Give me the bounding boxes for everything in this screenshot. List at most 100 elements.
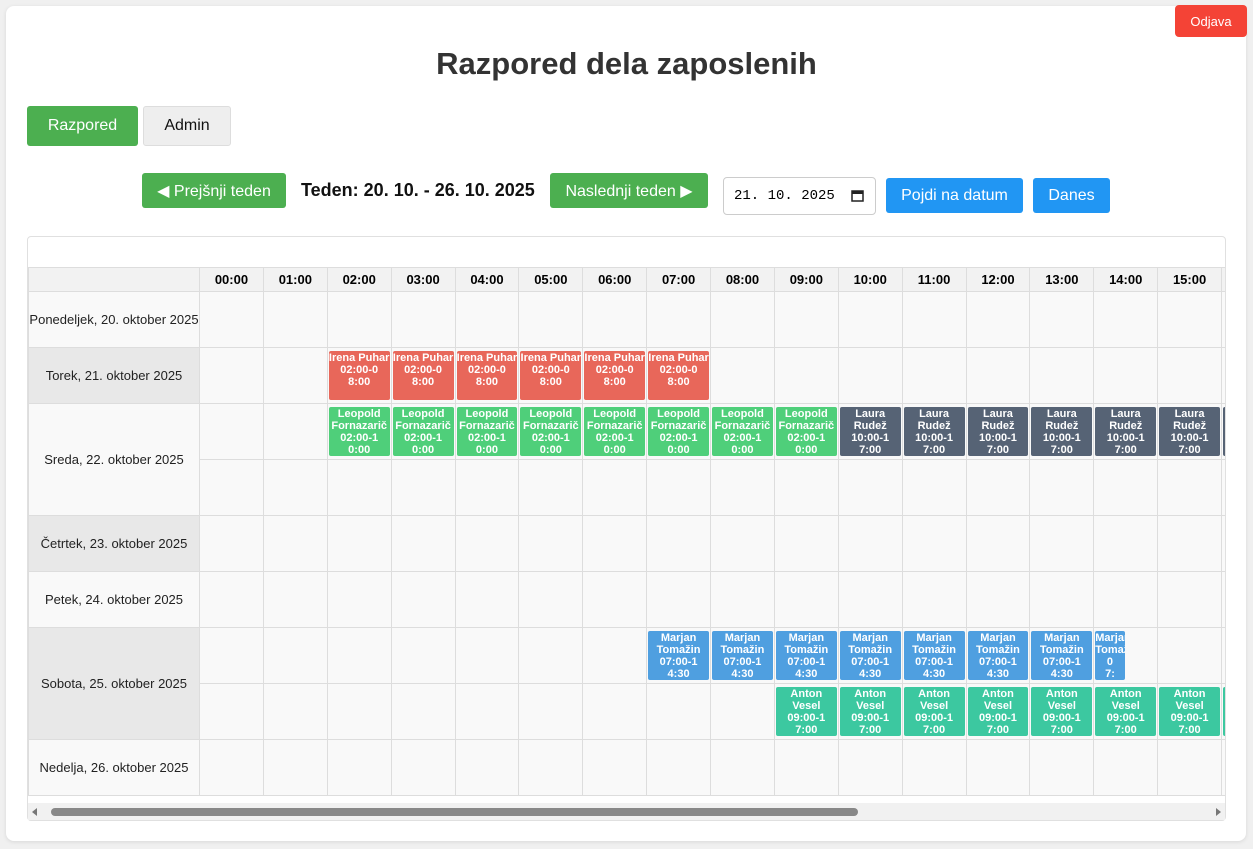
date-input[interactable]: 21. 10. 2025 [723,177,876,215]
shift-time: 02:00-08:00 [340,364,379,388]
logout-button[interactable]: Odjava [1175,5,1247,37]
hour-cell [582,459,648,516]
hour-cell [262,571,328,628]
hour-header: 09:00 [773,267,839,292]
hour-cell [710,347,775,404]
hour-header: 03:00 [390,267,456,292]
hour-cell [1093,347,1159,404]
shift-block[interactable]: Irena Puhar 02:00-08:00 [456,351,518,400]
shift-time: 02:00-10:00 [659,432,698,456]
shift-time: 10:00-17:00 [978,432,1017,456]
shift-time: 07:00-14:30 [1105,656,1115,680]
shift-block[interactable]: Leopold Fornazarič 02:00-10:00 [584,407,646,456]
corner-cell [28,267,200,292]
hour-header: 06:00 [582,267,648,292]
hour-cell [1029,515,1095,572]
hour-cell [901,291,967,348]
shift-time: 10:00-17:00 [1170,432,1209,456]
tab[interactable]: Razpored [27,106,138,146]
hour-cell [326,291,392,348]
prev-week-button[interactable]: ◀ Prejšnji teden [142,173,286,208]
shift-name: Laura Rudež [1173,408,1207,432]
shift-block[interactable]: Leopold Fornazarič 02:00-10:00 [712,407,773,456]
hour-header: 07:00 [646,267,711,292]
hour-cell [710,459,775,516]
hour-cell [1221,515,1225,572]
hour-cell [262,403,328,460]
go-to-date-button[interactable]: Pojdi na datum [886,178,1023,213]
shift-name: Anton Vesel [1223,688,1225,712]
shift-block[interactable]: Irena Puhar 02:00-08:00 [328,351,390,400]
hour-cell [199,403,264,460]
shift-block[interactable]: Leopold Fornazarič 02:00-10:00 [648,407,709,456]
shift-block[interactable]: Irena Puhar 02:00-08:00 [520,351,582,400]
hour-cell [1029,571,1095,628]
shift-time: 02:00-08:00 [659,364,698,388]
shift-block[interactable]: Irena Puhar 02:00-08:00 [392,351,454,400]
today-button[interactable]: Danes [1033,178,1110,213]
hour-cell [965,291,1031,348]
shift-name: Marjan Tomažin [784,632,829,656]
day-row: Nedelja, 26. oktober 2025 [28,739,1225,796]
hour-cell [1029,291,1095,348]
shift-block[interactable]: Leopold Fornazarič 02:00-10:00 [456,407,518,456]
hour-header: 10:00 [837,267,903,292]
shift-time: 09:00-17:00 [1106,712,1145,736]
tab[interactable]: Admin [143,106,231,146]
hour-cell [390,683,456,740]
shift-block[interactable]: Leopold Fornazarič 02:00-10:00 [775,407,837,456]
hour-cell [710,739,775,796]
shift-time: 10:00-17:00 [1106,432,1145,456]
hour-cell [1093,739,1159,796]
hour-header: 02:00 [326,267,392,292]
next-week-button[interactable]: Naslednji teden ▶ [550,173,708,208]
hour-cell [518,515,584,572]
shift-block[interactable]: Irena Puhar 02:00-08:00 [648,351,709,400]
scrollbar[interactable] [28,803,1225,820]
shift-block[interactable]: Irena Puhar 02:00-08:00 [584,351,646,400]
shift-block[interactable]: Leopold Fornazarič 02:00-10:00 [328,407,390,456]
schedule-table: 00:00 01:00 02:00 03:00 04:00 05:00 06:00 07:00… [28,267,1225,796]
shift-block[interactable]: Leopold Fornazarič 02:00-10:00 [520,407,582,456]
hour-cell [582,683,648,740]
hour-cell [390,627,456,684]
shift-name: Leopold Fornazarič [778,408,835,432]
shift-block[interactable]: Leopold Fornazarič 02:00-10:00 [392,407,454,456]
day-label: Nedelja, 26. oktober 2025 [28,739,200,796]
hour-cell [390,571,456,628]
shift-time: 07:00-14:30 [978,656,1017,680]
schedule-container: 00:00 01:00 02:00 03:00 04:00 05:00 06:00 07:00… [27,236,1226,821]
shift-time: 07:00-14:30 [851,656,890,680]
